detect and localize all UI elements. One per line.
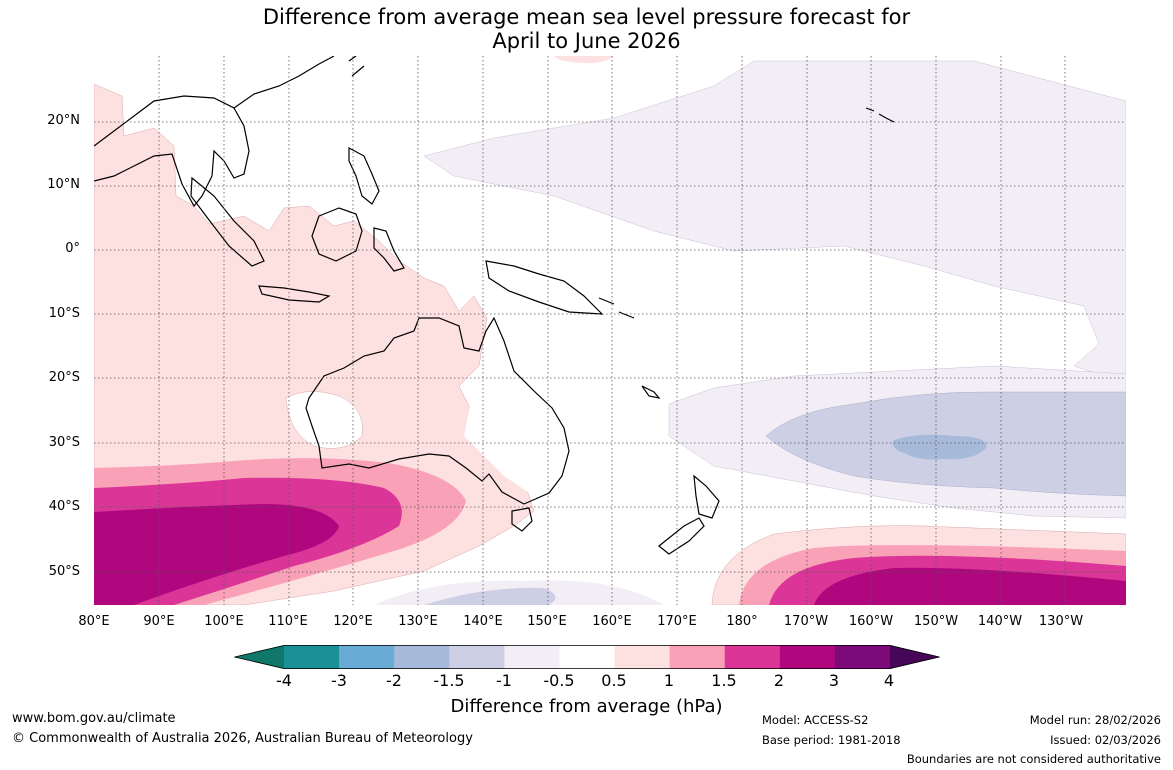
lat-label: 0° (65, 241, 80, 256)
colorbar-tick: 4 (883, 671, 895, 690)
chart-title-line-2: April to June 2026 (492, 29, 681, 53)
lon-label: 100°E (204, 614, 244, 629)
lon-label: 160°W (848, 614, 894, 629)
colorbar-swatch (339, 645, 395, 669)
lon-label: 150°W (913, 614, 959, 629)
lon-label: 90°E (143, 614, 175, 629)
lon-label: 130°E (398, 614, 438, 629)
lat-label: 10°S (48, 306, 80, 321)
lon-label: 80°E (78, 614, 110, 629)
negative-anomaly-0.5-1-north (423, 60, 1126, 382)
lon-label: 130°W (1038, 614, 1084, 629)
lon-label: 110°E (268, 614, 308, 629)
colorbar-tick: 1 (663, 671, 675, 690)
graticule (94, 56, 1126, 605)
colorbar-tick: -1 (496, 671, 512, 690)
lat-label: 30°S (48, 435, 80, 450)
colorbar-swatch (559, 645, 616, 669)
lon-label: 150°E (527, 614, 567, 629)
colorbar-swatch (284, 645, 340, 669)
colorbar-tick: -2 (386, 671, 402, 690)
positive-anomaly-north-sliver (554, 56, 614, 64)
lon-label: 140°W (977, 614, 1023, 629)
colorbar-tick: 1.5 (711, 671, 737, 690)
lon-label: 120°E (333, 614, 373, 629)
boundary-disclaimer: Boundaries are not considered authoritat… (906, 752, 1161, 766)
lon-label: 180° (726, 614, 758, 629)
chart-title-line-1: Difference from average mean sea level p… (262, 5, 911, 29)
lat-label: 40°S (48, 499, 80, 514)
colorbar-swatch (504, 645, 560, 669)
model-run-date: Model run: 28/02/2026 (1029, 713, 1161, 727)
colorbar-outline (234, 645, 940, 669)
pressure-anomaly-map (94, 56, 1126, 605)
lat-label: 50°S (48, 564, 80, 579)
copyright-text: © Commonwealth of Australia 2026, Austra… (12, 731, 473, 746)
lon-label: 170°E (657, 614, 697, 629)
colorbar-tick: -0.5 (543, 671, 575, 690)
issued-date: Issued: 02/03/2026 (1050, 733, 1161, 747)
neutral-patch-west-australia (285, 391, 363, 449)
colorbar-swatch (614, 645, 671, 669)
colorbar-swatch (234, 645, 284, 669)
colorbar-swatch (890, 645, 940, 669)
website-link[interactable]: www.bom.gov.au/climate (12, 711, 176, 726)
colorbar-tick: -1.5 (433, 671, 465, 690)
base-period: Base period: 1981-2018 (762, 733, 901, 747)
negative-anomaly-1.5-2 (892, 434, 987, 460)
neutral-patch-east-australia (464, 356, 569, 496)
negative-anomaly-1-1.5-south (424, 587, 556, 605)
colorbar-swatch (779, 645, 836, 669)
colorbar-swatch (724, 645, 781, 669)
lat-label: 20°N (47, 113, 80, 128)
colorbar-tick: 2 (773, 671, 785, 690)
colorbar-tick: 3 (828, 671, 840, 690)
lat-label: 10°N (47, 177, 80, 192)
positive-anomaly-2-3-southeast (814, 567, 1126, 605)
colorbar-tick: -3 (331, 671, 347, 690)
colorbar (234, 645, 940, 669)
colorbar-swatch (834, 645, 891, 669)
colorbar-tick: 0.5 (601, 671, 627, 690)
colorbar-swatch (394, 645, 450, 669)
lon-label: 170°W (783, 614, 829, 629)
lon-label: 160°E (592, 614, 632, 629)
model-name: Model: ACCESS-S2 (762, 713, 869, 727)
colorbar-label: Difference from average (hPa) (450, 696, 723, 717)
colorbar-tick: -4 (276, 671, 292, 690)
positive-anomaly-2-3 (94, 504, 339, 605)
colorbar-swatch (449, 645, 505, 669)
lat-label: 20°S (48, 370, 80, 385)
colorbar-swatch (669, 645, 726, 669)
lon-label: 140°E (463, 614, 503, 629)
